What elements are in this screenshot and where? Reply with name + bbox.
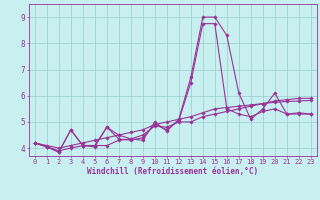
X-axis label: Windchill (Refroidissement éolien,°C): Windchill (Refroidissement éolien,°C)	[87, 167, 258, 176]
